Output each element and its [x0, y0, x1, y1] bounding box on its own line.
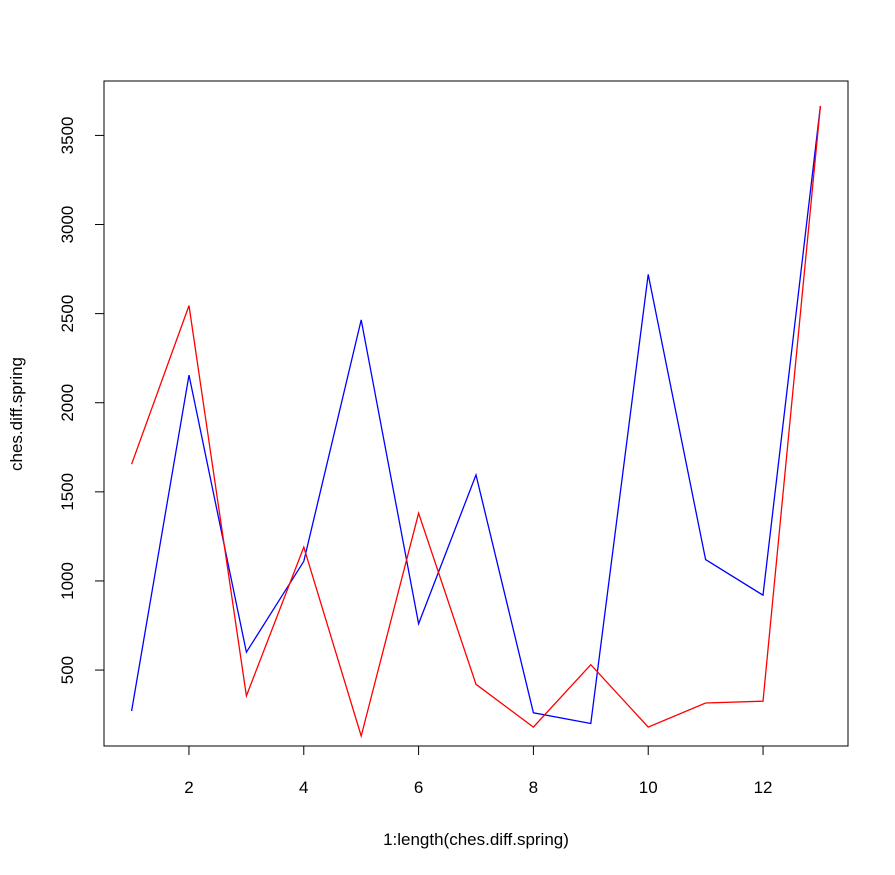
y-tick-label: 1000 — [58, 562, 77, 600]
y-tick-label: 500 — [58, 656, 77, 684]
x-tick-label: 12 — [754, 778, 773, 797]
series-line-2 — [130, 105, 822, 739]
x-tick-label: 4 — [299, 778, 308, 797]
y-tick-label: 2500 — [58, 295, 77, 333]
y-tick-label: 3500 — [58, 116, 77, 154]
series-layer — [130, 105, 822, 739]
x-tick-label: 10 — [639, 778, 658, 797]
plot-box — [103, 80, 849, 747]
x-tick-label: 6 — [414, 778, 423, 797]
y-axis: 500 1000 1500 2000 2500 3000 3500 — [58, 116, 105, 684]
y-tick-label: 1500 — [58, 473, 77, 511]
y-tick-label: 3000 — [58, 206, 77, 244]
y-axis-title: ches.diff.spring — [7, 357, 26, 471]
y-tick-label: 2000 — [58, 384, 77, 422]
x-tick-label: 2 — [184, 778, 193, 797]
x-axis-title: 1:length(ches.diff.spring) — [383, 830, 569, 849]
x-axis: 2 4 6 8 10 12 — [184, 745, 773, 797]
x-tick-label: 8 — [529, 778, 538, 797]
series-line-1 — [130, 105, 822, 725]
